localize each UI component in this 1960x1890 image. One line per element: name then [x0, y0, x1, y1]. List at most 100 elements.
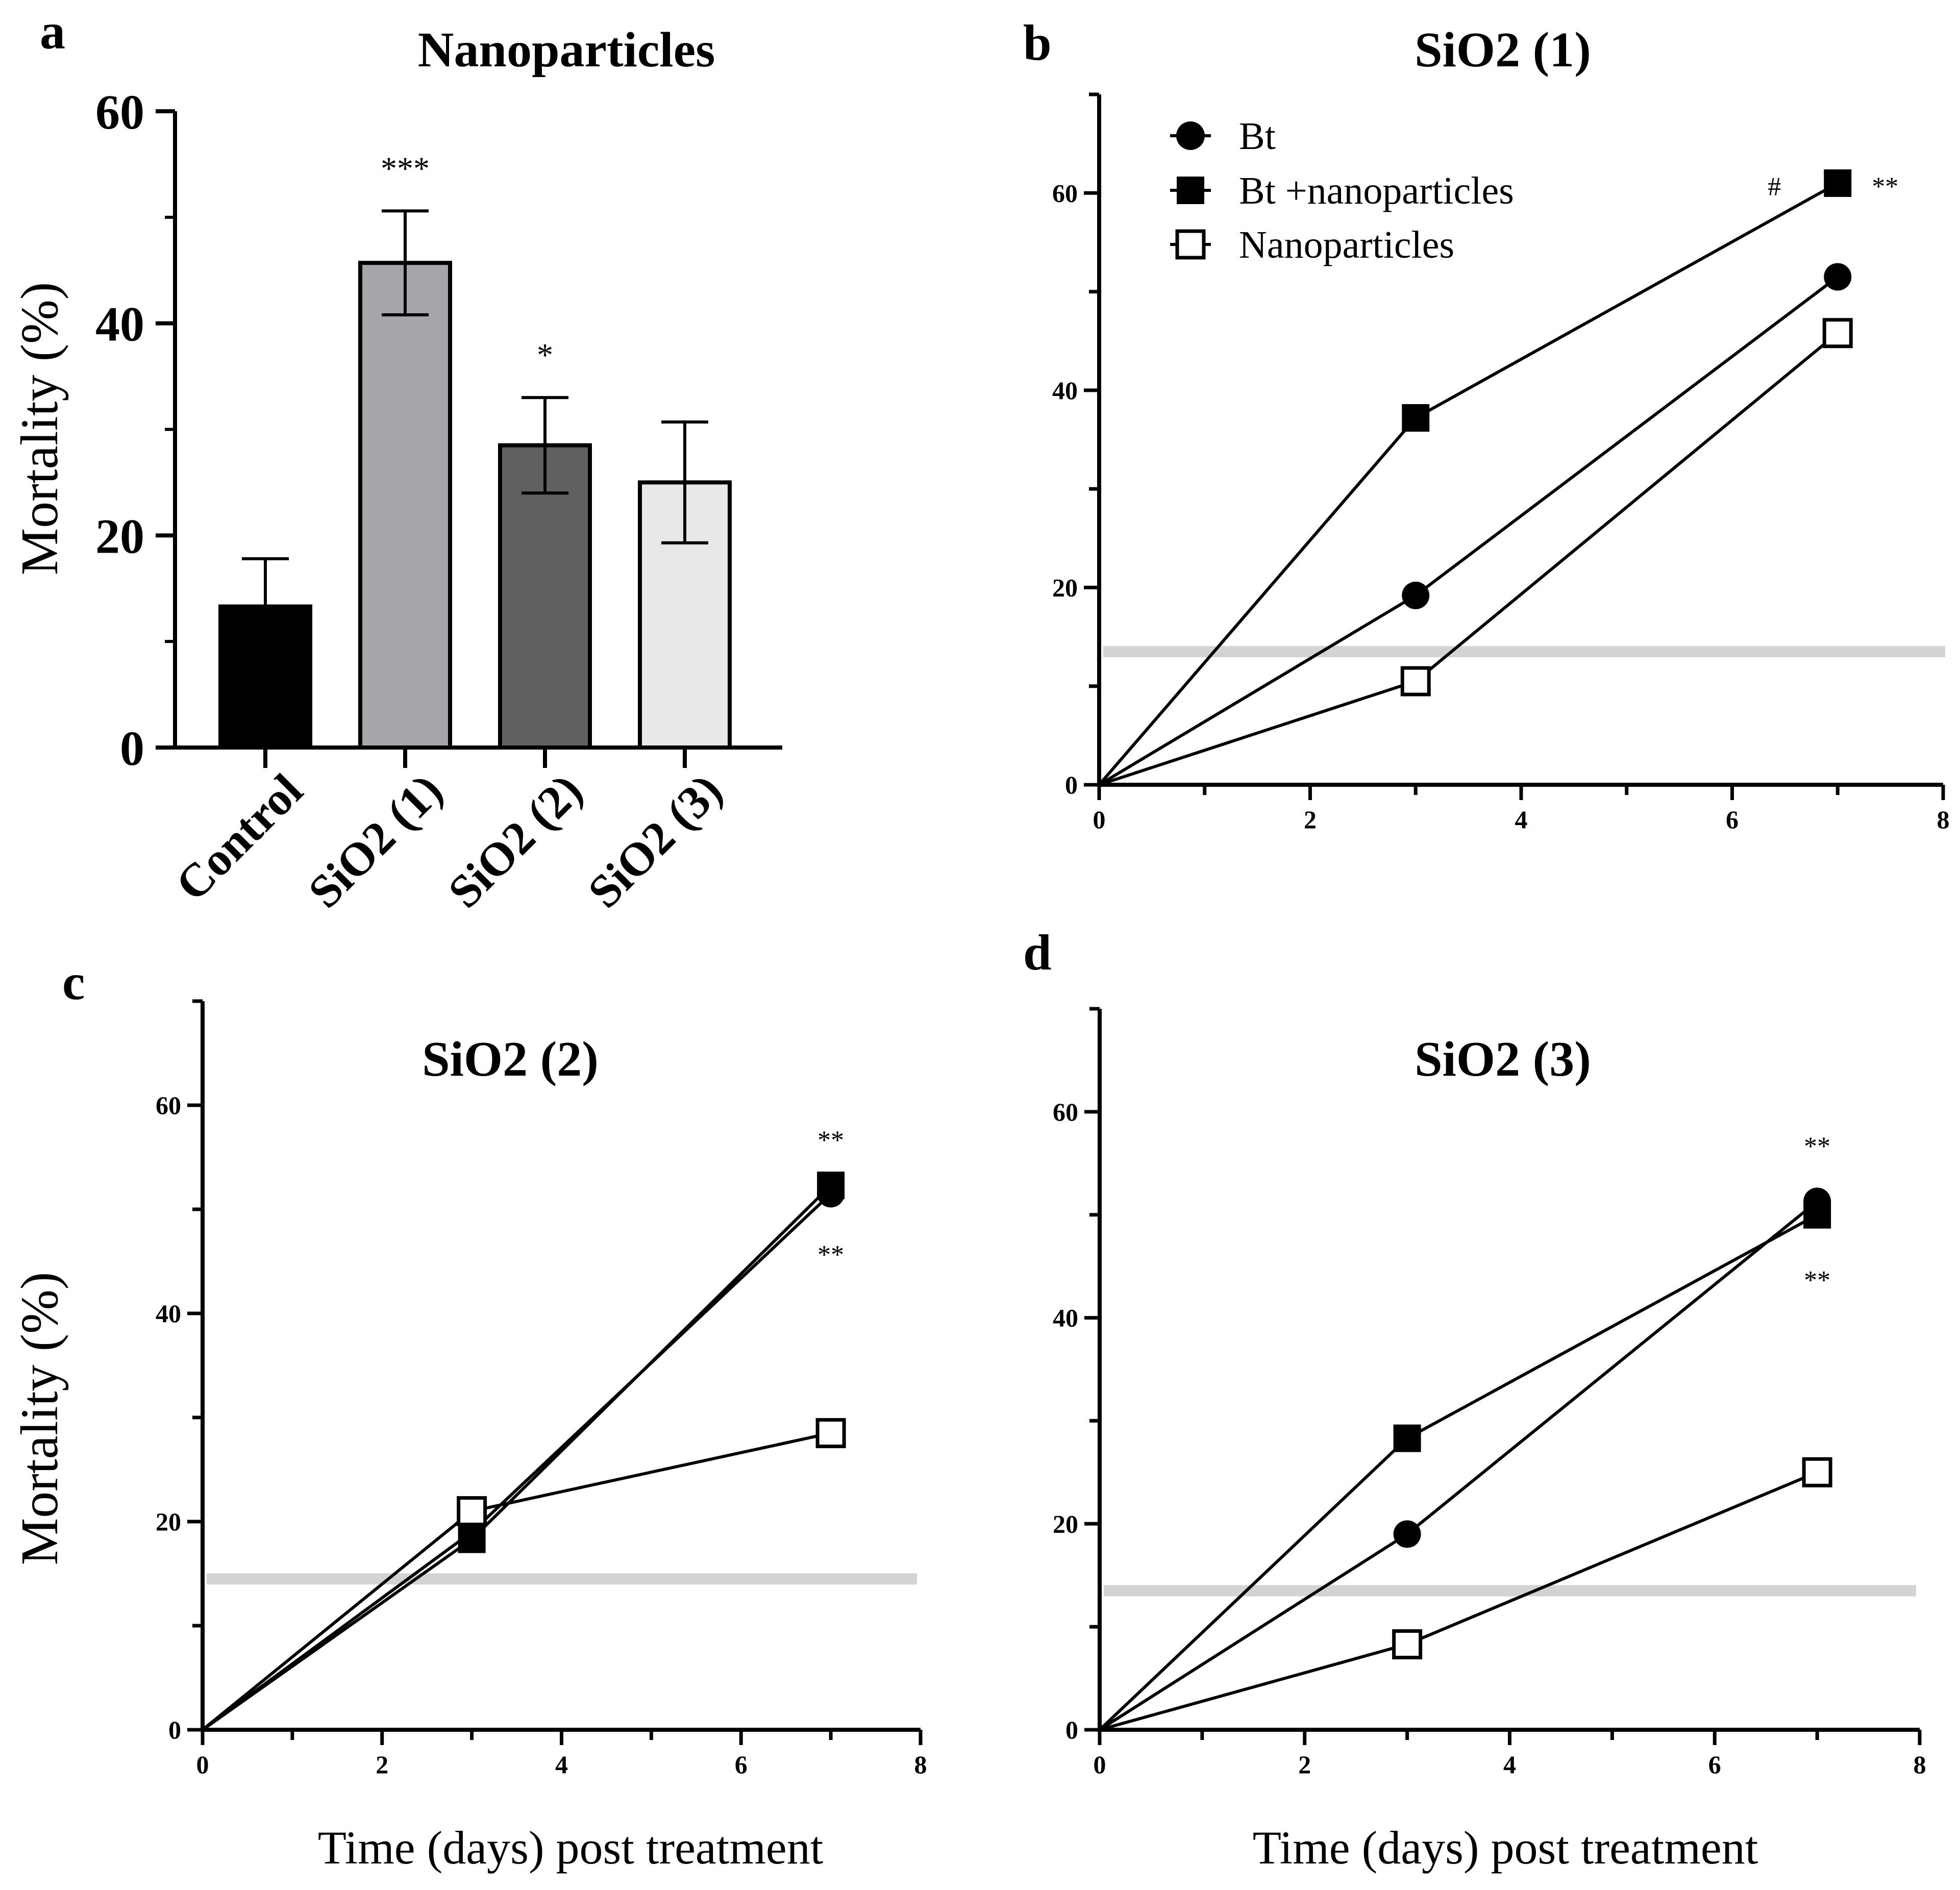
series-line	[202, 1184, 832, 1731]
data-point-square	[458, 1525, 486, 1553]
significance-label: **	[1804, 1266, 1830, 1295]
legend-marker-circle	[1176, 121, 1205, 150]
y-tick-label: 40	[95, 297, 144, 352]
significance-label: **	[817, 1240, 844, 1270]
axes-a	[173, 111, 782, 768]
y-tick-label: 0	[168, 1715, 181, 1744]
x-category-label: SiO2 (3)	[578, 764, 732, 918]
plot-c: 0 20 40 60 0 2 4 6 8 ** **	[156, 999, 927, 1779]
panel-letter-c: c	[62, 954, 85, 1010]
significance-label: *	[537, 337, 553, 373]
bars-a: ****	[218, 150, 732, 750]
y-tick-label: 60	[95, 85, 144, 139]
x-axis-label-c: Time (days) post treatment	[318, 1822, 824, 1874]
y-tick-label: 20	[1052, 573, 1078, 602]
x-tick-label: 6	[1708, 1750, 1721, 1779]
data-point-open-square	[457, 1496, 487, 1527]
chart-title-b: SiO2 (1)	[1415, 22, 1591, 78]
chart-title-a: Nanoparticles	[418, 22, 715, 78]
plot-d: 0 20 40 60 0 2 4 6 8 ** **	[1053, 1007, 1926, 1779]
legend-b: Bt Bt +nanoparticles Nanoparticles	[1170, 115, 1514, 266]
data-point-square	[817, 1172, 845, 1200]
significance-label: **	[1872, 172, 1898, 202]
x-axis-label-d: Time (days) post treatment	[1253, 1822, 1758, 1874]
x-tick-label: 0	[196, 1750, 209, 1779]
chart-title-d: SiO2 (3)	[1415, 1032, 1591, 1087]
x-tick-label: 4	[1515, 805, 1528, 834]
x-tick-label: 8	[1937, 805, 1950, 834]
x-category-label: Control	[165, 764, 312, 911]
legend-marker-open-square	[1175, 229, 1206, 260]
legend-item-bt-nanoparticles: Bt +nanoparticles	[1170, 169, 1514, 212]
data-point-square	[1803, 1201, 1831, 1229]
y-tick-label: 0	[1065, 1715, 1078, 1744]
series-line	[1099, 1200, 1819, 1731]
panel-c: c SiO2 (2) Mortality (%) Time (days) pos…	[10, 954, 927, 1874]
chart-title-c: SiO2 (2)	[422, 1032, 599, 1087]
y-tick-label: 20	[156, 1507, 181, 1536]
data-point-circle	[1393, 1520, 1421, 1548]
series-line	[1098, 1213, 1818, 1731]
legend-label-bt-nanoparticles: Bt +nanoparticles	[1239, 169, 1514, 212]
data-point-open-square	[1802, 1457, 1832, 1487]
data-point-open-square	[1822, 318, 1853, 349]
x-tick-label: 0	[1093, 805, 1106, 834]
x-category-label: SiO2 (1)	[299, 764, 453, 918]
x-tick-label: 6	[735, 1750, 748, 1779]
x-tick-label: 4	[1503, 1750, 1516, 1779]
significance-label: ***	[381, 150, 430, 186]
panel-letter-d: d	[1023, 924, 1052, 981]
x-category-label: SiO2 (2)	[438, 764, 592, 918]
significance-label: **	[1804, 1132, 1830, 1161]
data-point-circle	[1402, 581, 1430, 609]
y-tick-label: 60	[1053, 1098, 1078, 1126]
y-tick-label: 20	[1053, 1509, 1078, 1538]
bar	[358, 261, 452, 750]
data-point-open-square	[1400, 666, 1431, 697]
legend-label-bt: Bt	[1239, 115, 1276, 158]
y-tick-label: 40	[156, 1299, 181, 1328]
significance-label: #	[1768, 172, 1781, 202]
series-line	[1099, 1471, 1818, 1731]
series-line	[1098, 182, 1839, 786]
x-tick-label: 2	[1304, 805, 1317, 834]
data-point-square	[1402, 404, 1430, 432]
data-point-open-square	[1392, 1629, 1423, 1659]
y-ticks-a: 0 20 40 60	[95, 85, 175, 776]
panel-d: d SiO2 (3) Time (days) post treatment 0 2…	[1023, 924, 1926, 1874]
y-tick-label: 20	[95, 509, 144, 563]
data-point-square	[1393, 1424, 1421, 1452]
panel-letter-a: a	[40, 3, 65, 60]
legend-label-nanoparticles: Nanoparticles	[1239, 223, 1454, 266]
x-tick-label: 4	[555, 1750, 568, 1779]
data-point-circle	[1824, 263, 1852, 291]
x-tick-label: 2	[376, 1750, 388, 1779]
y-tick-label: 0	[120, 721, 144, 776]
y-tick-label: 60	[1052, 179, 1078, 207]
y-tick-label: 40	[1052, 376, 1078, 405]
series-line	[202, 1192, 832, 1731]
panel-b: b SiO2 (1) 0 20 40 60 0 2 4 6 8 # ** Bt Bt +nanopa…	[1023, 14, 1950, 834]
legend-marker-square	[1177, 177, 1204, 204]
series-line	[1098, 276, 1839, 786]
x-tick-label: 2	[1298, 1750, 1311, 1779]
plot-b: 0 20 40 60 0 2 4 6 8 # **	[1052, 92, 1950, 834]
data-point-square	[1824, 169, 1852, 197]
y-axis-label-c: Mortality (%)	[10, 1272, 69, 1565]
legend-item-nanoparticles: Nanoparticles	[1170, 223, 1454, 266]
y-tick-label: 0	[1065, 770, 1078, 799]
y-axis-label-a: Mortality (%)	[10, 282, 69, 576]
x-tick-label: 8	[1914, 1750, 1926, 1779]
x-tick-label: 6	[1726, 805, 1739, 834]
significance-label: **	[817, 1126, 844, 1155]
y-tick-label: 60	[156, 1091, 181, 1120]
x-tick-label: 0	[1094, 1750, 1106, 1779]
x-tick-label: 8	[914, 1750, 927, 1779]
y-tick-label: 40	[1053, 1304, 1078, 1332]
data-point-open-square	[815, 1418, 846, 1449]
panel-letter-b: b	[1023, 14, 1052, 71]
legend-item-bt: Bt	[1170, 115, 1276, 158]
